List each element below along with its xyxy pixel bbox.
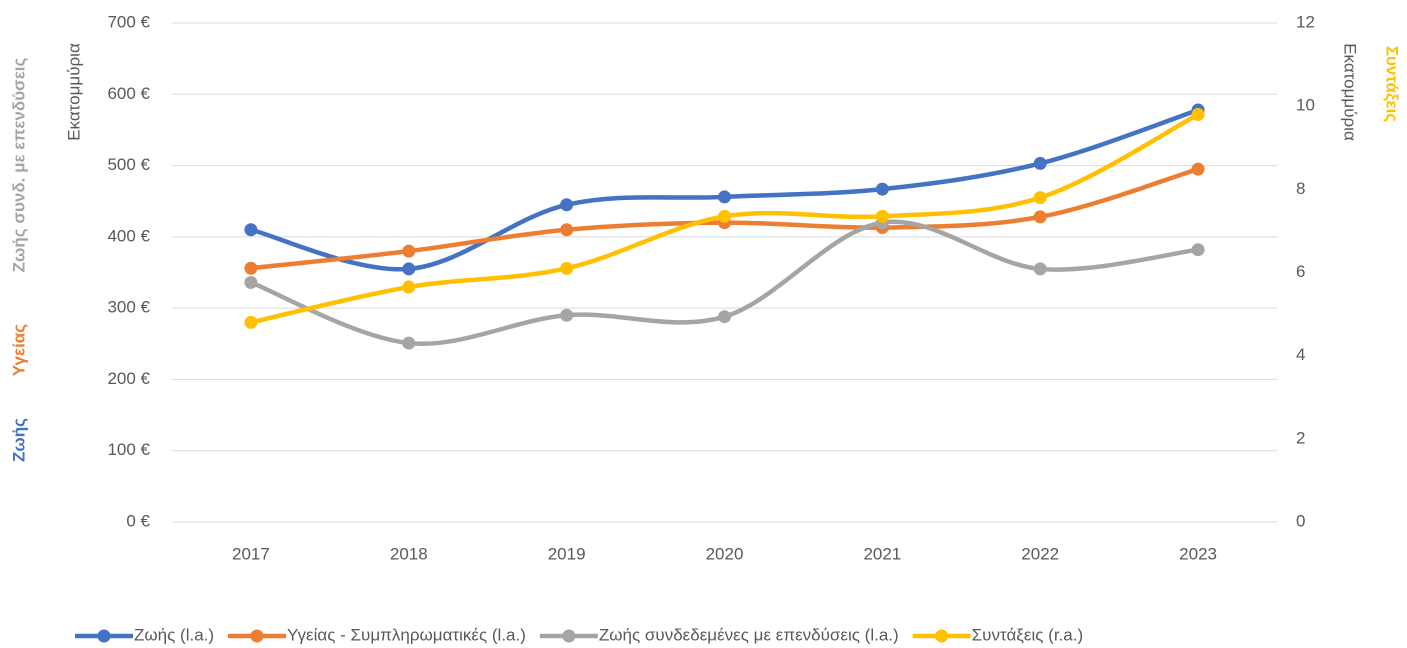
point (402, 280, 416, 294)
y2-tick-label: 8 (1296, 179, 1305, 198)
legend-marker (250, 629, 264, 643)
x-tick-label: 2021 (863, 544, 901, 563)
y-tick-label: 200 € (107, 369, 150, 388)
point (1033, 210, 1047, 224)
point (1033, 191, 1047, 205)
legend-marker (935, 629, 949, 643)
point (875, 182, 889, 196)
y2-tick-label: 2 (1296, 428, 1305, 447)
legend-label: Ζωής (l.a.) (134, 625, 214, 644)
point (718, 209, 731, 223)
legend-label: Ζωής συνδεδεμένες με επενδύσεις (l.a.) (599, 625, 899, 644)
x-tick-label: 2018 (390, 544, 428, 563)
y-axis-group-title: Υγείας (9, 324, 28, 376)
x-tick-label: 2023 (1179, 544, 1217, 563)
y-axis-group-title: Ζωής (9, 418, 28, 462)
point (560, 198, 574, 212)
point (875, 209, 889, 223)
legend-marker (97, 629, 111, 643)
point (718, 310, 731, 324)
point (1033, 156, 1047, 170)
point (244, 261, 258, 275)
y-tick-label: 700 € (107, 12, 150, 31)
y2-tick-label: 4 (1296, 345, 1305, 364)
x-tick-label: 2020 (706, 544, 744, 563)
point (1033, 262, 1047, 276)
point (244, 275, 258, 289)
point (244, 223, 258, 237)
point (1191, 107, 1205, 121)
y2-tick-label: 6 (1296, 262, 1305, 281)
y2-axis-title: Εκατομμύρια (1341, 43, 1360, 141)
point (402, 262, 416, 276)
y-tick-label: 400 € (107, 226, 150, 245)
y2-axis-group-title: Συντάξεις (1383, 46, 1402, 122)
point (560, 261, 574, 275)
point (1191, 162, 1205, 176)
series-line (248, 219, 1201, 347)
y2-tick-label: 0 (1296, 511, 1305, 530)
legend-label: Συντάξεις (r.a.) (972, 625, 1083, 644)
y-tick-label: 100 € (107, 440, 150, 459)
y-tick-label: 300 € (107, 298, 150, 317)
x-tick-label: 2019 (548, 544, 586, 563)
legend-marker (562, 629, 576, 643)
point (718, 190, 731, 204)
y-tick-label: 500 € (107, 155, 150, 174)
point (244, 315, 258, 329)
point (402, 244, 416, 258)
y-tick-label: 0 € (126, 511, 150, 530)
y-tick-label: 600 € (107, 84, 150, 103)
point (560, 308, 574, 322)
x-tick-label: 2017 (232, 544, 270, 563)
legend-label: Υγείας - Συμπληρωματικές (l.a.) (287, 625, 526, 644)
point (402, 336, 416, 350)
point (1191, 243, 1205, 257)
y-axis-title: Εκατομμύρια (64, 43, 83, 141)
y2-tick-label: 10 (1296, 96, 1315, 115)
x-tick-label: 2022 (1021, 544, 1059, 563)
point (560, 223, 574, 237)
y2-tick-label: 12 (1296, 12, 1315, 31)
y-axis-group-title: Ζωής συνδ. με επενδύσεις (9, 58, 28, 273)
